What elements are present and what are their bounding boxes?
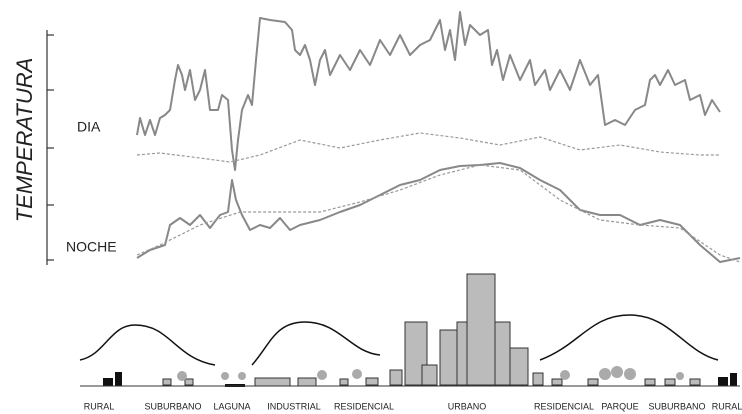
heat-arc — [540, 315, 718, 360]
zone-label: SUBURBANO — [648, 401, 705, 411]
axis — [47, 30, 54, 265]
zone-label: SUBURBANO — [144, 401, 201, 411]
zone-label: INDUSTRIAL — [267, 401, 321, 411]
night-dashed-curve — [137, 165, 740, 262]
zone-label: URBANO — [448, 401, 487, 411]
heat-arc — [252, 322, 380, 365]
night-label: NOCHE — [66, 239, 117, 255]
day-dashed-curve — [137, 133, 720, 162]
zone-label: PARQUE — [601, 401, 638, 411]
zone-label: RESIDENCIAL — [534, 401, 594, 411]
axis-label: TEMPERATURA — [12, 58, 37, 223]
buildings — [103, 274, 737, 387]
day-curve — [137, 12, 720, 170]
night-curve — [137, 163, 740, 262]
heat-arc — [80, 325, 215, 365]
diagram: TEMPERATURA DIA NOCHE — [0, 0, 742, 414]
zone-label: LAGUNA — [213, 401, 250, 411]
day-label: DIA — [77, 119, 101, 135]
zone-label: RESIDENCIAL — [334, 401, 394, 411]
zone-label: RURAL — [84, 401, 115, 411]
zone-label: RURAL — [712, 401, 742, 411]
